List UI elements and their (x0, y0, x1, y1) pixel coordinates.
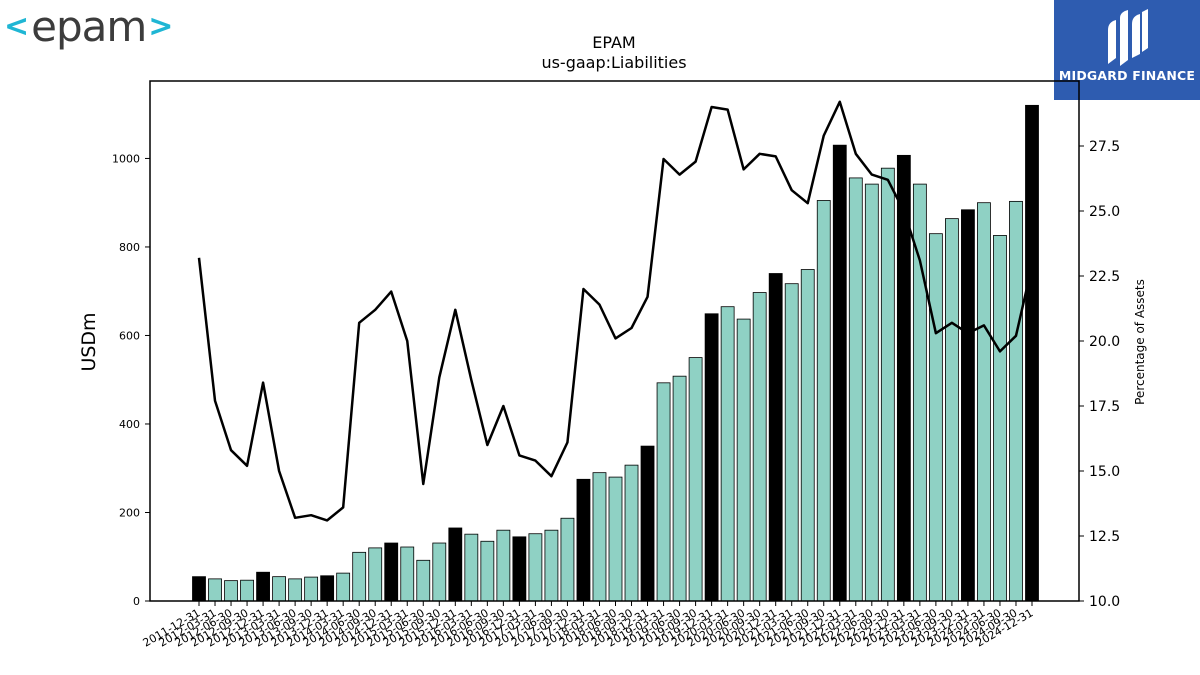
bar-2019-03-31 (656, 382, 671, 602)
bar-2023-06-30 (928, 233, 943, 602)
bar-2012-09-30 (240, 579, 254, 602)
midgard-m-icon (1108, 9, 1148, 66)
bar-2015-09-30 (432, 542, 447, 602)
bar-2015-03-31 (400, 546, 415, 602)
y2-tick-label: 22.5 (1089, 269, 1120, 285)
bar-2023-12-31 (961, 209, 975, 602)
bar-2024-12-31 (1025, 104, 1039, 602)
bar-2016-12-31 (512, 536, 527, 602)
bar-2024-03-31 (977, 202, 991, 602)
bar-2020-12-31 (768, 273, 783, 602)
chart-title: EPAM (592, 33, 635, 52)
bar-2021-06-30 (800, 269, 815, 602)
bar-2013-06-30 (288, 578, 303, 602)
bar-2014-12-31 (384, 542, 399, 602)
bar-2013-09-30 (304, 576, 319, 602)
bar-2013-03-31 (272, 576, 287, 602)
midgard-finance-text: MIDGARD FINANCE (1058, 68, 1196, 83)
line-series (197, 100, 1034, 522)
epam-logo-chevron-left: < (4, 9, 30, 44)
bar-2015-06-30 (416, 559, 431, 602)
y-tick-label: 600 (119, 329, 140, 342)
bar-2016-03-31 (464, 533, 479, 602)
bar-2018-06-30 (608, 476, 623, 602)
bar-series (192, 104, 1039, 602)
y2-tick-label: 15.0 (1089, 464, 1120, 480)
bar-2019-09-30 (688, 357, 703, 602)
bar-2016-09-30 (496, 529, 511, 602)
bar-2020-03-31 (720, 306, 735, 602)
bar-2012-12-31 (256, 571, 270, 602)
y-tick-label: 0 (133, 595, 140, 608)
y-tick-label: 1000 (112, 152, 140, 165)
bar-2019-06-30 (672, 375, 687, 602)
y2-tick-label: 25.0 (1089, 204, 1120, 220)
bar-2012-06-30 (224, 580, 238, 602)
epam-logo-wordmark: epam (31, 2, 147, 51)
epam-logo: < epam > (4, 2, 173, 52)
bar-2023-09-30 (945, 218, 959, 602)
y-axis-ticks: 0 200 400 600 800 1000 (112, 152, 150, 608)
y2-axis-ticks: 10.0 12.5 15.0 17.5 20.0 22.5 25.0 27.5 (1079, 139, 1120, 610)
bar-2017-06-30 (544, 529, 559, 602)
bar-2012-03-31 (208, 578, 222, 602)
bar-2022-03-31 (848, 177, 863, 602)
y2-tick-label: 17.5 (1089, 399, 1120, 415)
y-tick-label: 400 (119, 418, 140, 431)
y2-tick-label: 27.5 (1089, 139, 1120, 155)
y2-tick-label: 10.0 (1089, 594, 1120, 610)
bar-2017-12-31 (576, 478, 591, 602)
bar-2024-09-30 (1009, 200, 1023, 602)
y2-tick-label: 12.5 (1089, 529, 1120, 545)
chart-subtitle: us-gaap:Liabilities (541, 53, 686, 72)
bar-2018-09-30 (624, 464, 639, 602)
bar-2017-09-30 (560, 517, 575, 602)
bar-2013-12-31 (320, 575, 335, 602)
y-tick-label: 200 (119, 506, 140, 519)
percentage-of-assets-line (197, 100, 1034, 522)
bar-2022-06-30 (864, 183, 879, 602)
epam-logo-chevron-right: > (148, 9, 174, 44)
bar-2021-03-31 (784, 283, 799, 602)
bar-2019-12-31 (704, 313, 719, 602)
bar-2022-09-30 (880, 167, 895, 602)
bar-2017-03-31 (528, 533, 543, 602)
bar-2018-12-31 (640, 445, 655, 602)
bar-2020-06-30 (736, 318, 751, 602)
y2-axis-label: Percentage of Assets (1133, 279, 1147, 405)
bar-2016-06-30 (480, 540, 495, 602)
plot-frame (149, 80, 1080, 602)
bar-2014-06-30 (352, 551, 367, 602)
y-tick-label: 800 (119, 241, 140, 254)
bar-2024-06-30 (993, 235, 1007, 602)
y-axis-label: USDm (78, 312, 100, 371)
bar-2014-03-31 (336, 572, 351, 602)
bar-2014-09-30 (368, 547, 383, 602)
bar-2021-12-31 (832, 144, 847, 602)
bar-2015-12-31 (448, 527, 463, 602)
bar-2020-09-30 (752, 292, 767, 602)
bar-2018-03-31 (592, 472, 607, 602)
bar-2021-09-30 (816, 200, 831, 602)
bar-2011-12-31 (192, 576, 206, 602)
y2-tick-label: 20.0 (1089, 334, 1120, 350)
x-axis-ticks: 2011-12-312012-03-312012-06-302012-09-30… (141, 601, 1036, 650)
